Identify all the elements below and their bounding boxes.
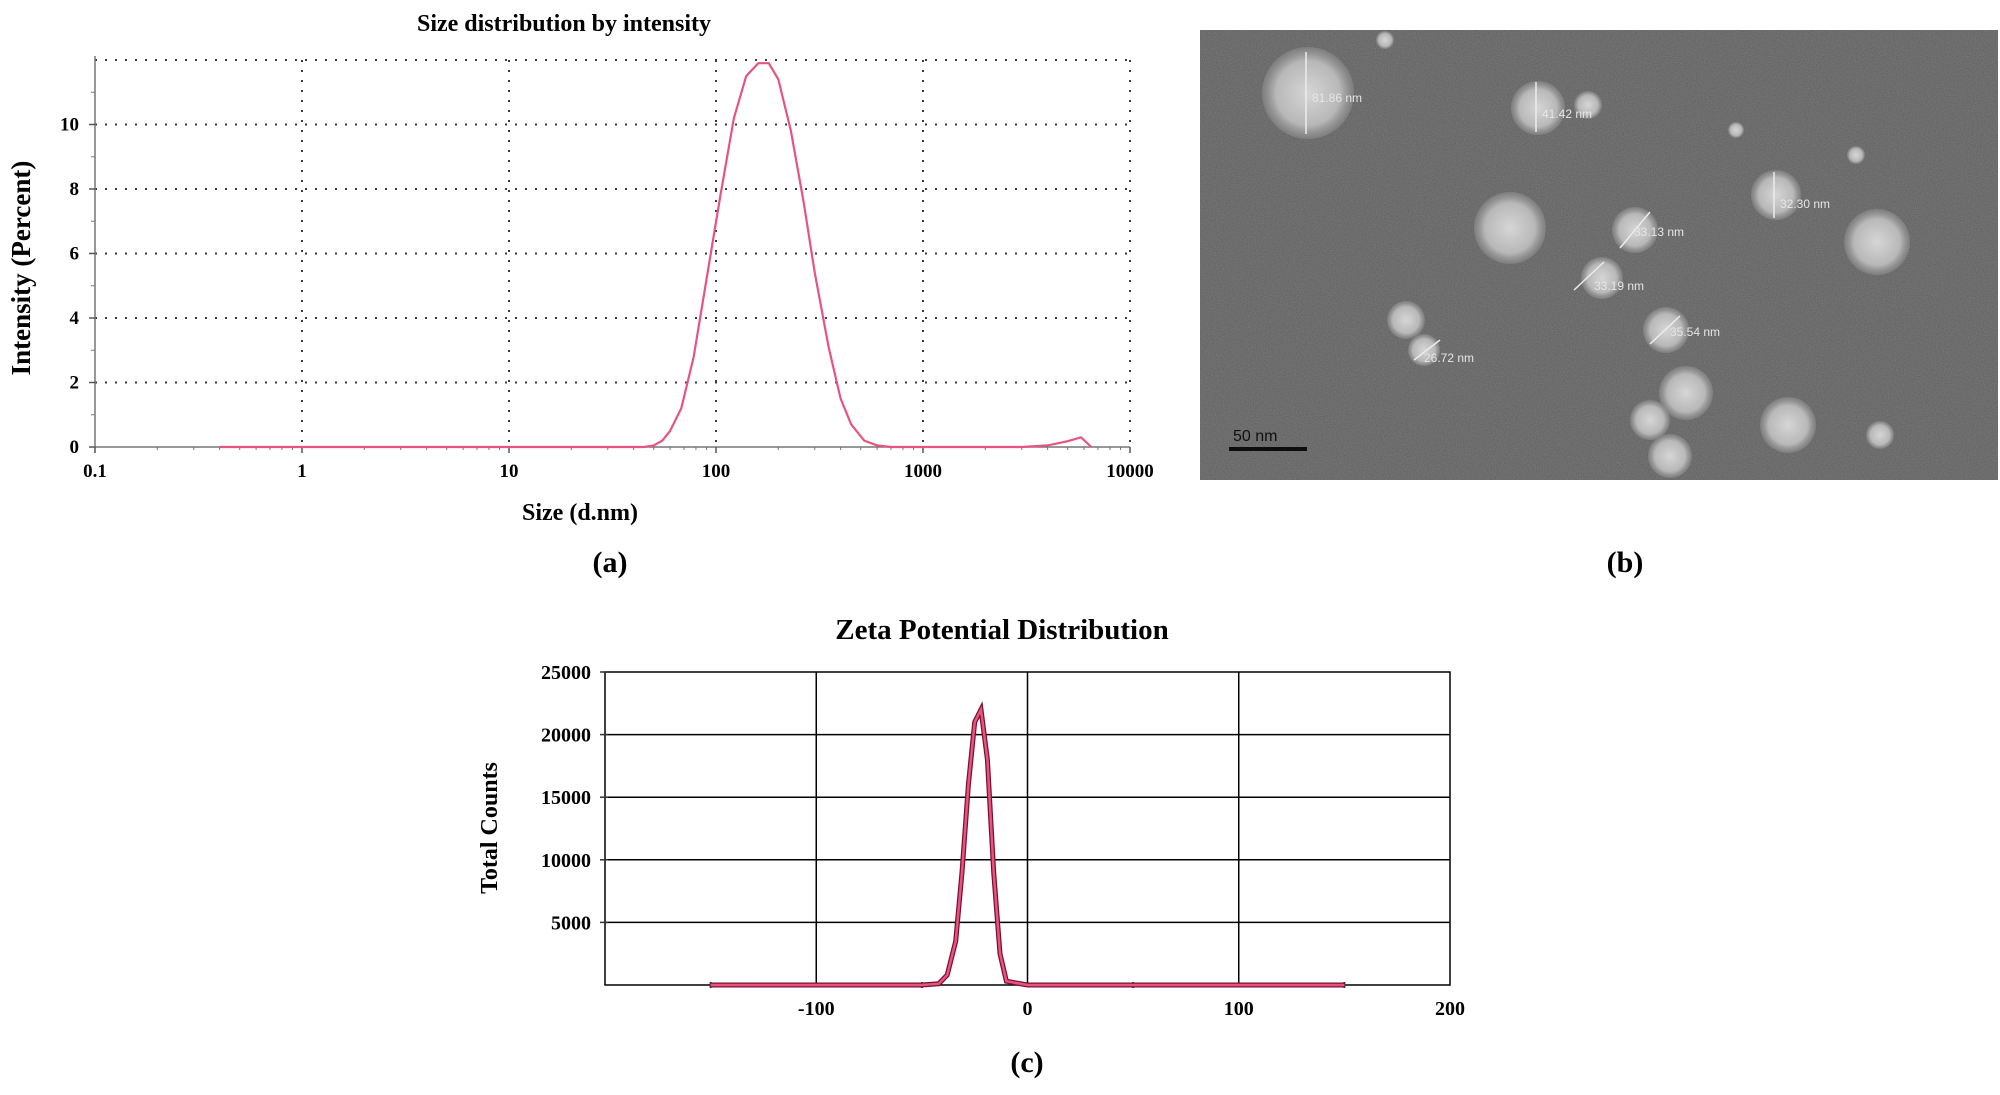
particle bbox=[1648, 434, 1692, 478]
chart-a-axes bbox=[94, 56, 1130, 448]
chart-a-y-axis-label: Intensity (Percent) bbox=[6, 161, 36, 376]
particle bbox=[1574, 91, 1602, 119]
particle bbox=[1630, 400, 1670, 440]
x-tick-label: 10000 bbox=[1106, 461, 1154, 482]
particle bbox=[1376, 31, 1394, 49]
particle bbox=[1511, 81, 1565, 135]
chart-a-series-line bbox=[219, 62, 1093, 449]
y-tick-label: 6 bbox=[70, 244, 80, 265]
chart-a-x-axis-label: Size (d.nm) bbox=[522, 500, 638, 526]
zeta-potential-chart: Zeta Potential Distribution -100 0 100 200 … bbox=[477, 614, 1465, 1020]
scale-bar-label: 50 nm bbox=[1233, 428, 1277, 445]
particle-size-label: 32.30 nm bbox=[1780, 197, 1830, 211]
y-tick-label: 0 bbox=[70, 437, 80, 458]
chart-c-grid bbox=[605, 672, 1450, 985]
x-tick-label: 200 bbox=[1435, 998, 1465, 1020]
particle bbox=[1751, 170, 1801, 220]
y-tick-label: 5000 bbox=[551, 912, 591, 934]
panel-label-a: (a) bbox=[593, 546, 628, 579]
chart-a-title: Size distribution by intensity bbox=[417, 11, 711, 37]
x-tick-label: 100 bbox=[702, 461, 731, 482]
particle-size-label: 33.19 nm bbox=[1594, 279, 1644, 293]
chart-c-series-line bbox=[710, 705, 1345, 987]
particle-size-label: 81.86 nm bbox=[1312, 91, 1362, 105]
y-tick-label: 10000 bbox=[541, 850, 591, 872]
panel-label-c: (c) bbox=[1010, 1046, 1043, 1079]
tem-micrograph: 81.86 nm 41.42 nm 33.13 nm 33.19 nm 35.5… bbox=[1200, 30, 1998, 480]
particle bbox=[1659, 366, 1713, 420]
panel-label-b: (b) bbox=[1607, 546, 1644, 579]
x-tick-label: 0 bbox=[1023, 998, 1033, 1020]
x-tick-label: -100 bbox=[798, 998, 835, 1020]
size-distribution-chart: Size distribution by intensity 0.1 1 10 100… bbox=[6, 11, 1154, 526]
x-tick-label: 0.1 bbox=[83, 461, 107, 482]
particle bbox=[1847, 146, 1865, 164]
particle-size-label: 35.54 nm bbox=[1670, 325, 1720, 339]
y-tick-label: 4 bbox=[70, 308, 80, 329]
y-tick-label: 10 bbox=[60, 115, 79, 136]
particle bbox=[1844, 209, 1910, 275]
particle-size-label: 33.13 nm bbox=[1634, 225, 1684, 239]
particle bbox=[1728, 122, 1744, 138]
particle bbox=[1262, 47, 1354, 139]
x-tick-label: 100 bbox=[1224, 998, 1254, 1020]
x-tick-label: 10 bbox=[500, 461, 519, 482]
particle bbox=[1474, 192, 1546, 264]
y-tick-label: 25000 bbox=[541, 662, 591, 684]
particle-size-label: 26.72 nm bbox=[1424, 351, 1474, 365]
chart-c-y-ticks: 5000 10000 15000 20000 25000 bbox=[541, 662, 608, 934]
particle-size-label: 41.42 nm bbox=[1542, 107, 1592, 121]
particle bbox=[1581, 257, 1623, 299]
y-tick-label: 8 bbox=[70, 179, 80, 200]
y-tick-label: 15000 bbox=[541, 787, 591, 809]
y-tick-label: 2 bbox=[70, 373, 80, 394]
particle bbox=[1866, 421, 1894, 449]
particle bbox=[1760, 397, 1816, 453]
x-tick-label: 1 bbox=[297, 461, 307, 482]
y-tick-label: 20000 bbox=[541, 725, 591, 747]
chart-c-x-ticks: -100 0 100 200 bbox=[709, 982, 1465, 1020]
scale-bar bbox=[1229, 447, 1307, 451]
measurement-lines bbox=[1305, 52, 1775, 361]
chart-a-x-ticks: 0.1 1 10 100 1000 10000 bbox=[83, 447, 1154, 482]
chart-a-y-ticks: 0 2 4 6 8 10 bbox=[60, 91, 95, 458]
chart-c-y-axis-label: Total Counts bbox=[477, 762, 503, 894]
chart-a-plot-area bbox=[94, 59, 1131, 448]
particle bbox=[1387, 301, 1425, 339]
chart-a-grid bbox=[95, 59, 1131, 447]
chart-c-title: Zeta Potential Distribution bbox=[835, 614, 1169, 646]
x-tick-label: 1000 bbox=[904, 461, 942, 482]
